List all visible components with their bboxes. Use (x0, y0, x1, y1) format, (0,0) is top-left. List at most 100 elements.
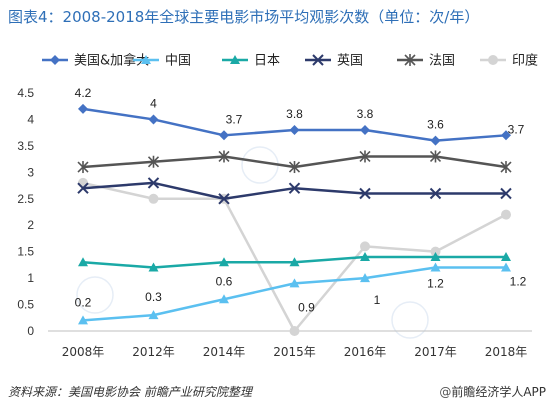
data-label: 0.6 (216, 274, 233, 288)
data-point (430, 262, 441, 272)
x-tick-label: 2016年 (344, 345, 387, 359)
marker-stroke (288, 182, 301, 194)
y-tick-label: 0 (27, 324, 34, 338)
data-label: 0.9 (298, 300, 315, 314)
series-2 (78, 262, 511, 325)
data-label: 3.7 (508, 122, 525, 136)
watermark (76, 146, 429, 339)
data-point (288, 182, 301, 194)
data-point (360, 273, 370, 283)
data-point (404, 54, 416, 66)
legend-item: 印度 (480, 53, 538, 69)
y-tick-label: 4.5 (17, 86, 34, 100)
data-point (218, 150, 230, 163)
data-point (288, 161, 301, 174)
data-label: 4 (150, 96, 157, 110)
marker-stroke (429, 187, 442, 200)
legend-item: 美国&加拿大 (42, 53, 149, 69)
data-point (147, 155, 160, 168)
data-label: 3.8 (357, 107, 374, 121)
x-tick-label: 2017年 (414, 345, 457, 359)
y-tick-label: 3 (27, 165, 34, 179)
data-label: 4.2 (75, 86, 92, 100)
data-point (429, 187, 442, 200)
x-tick-label: 2015年 (273, 345, 316, 359)
data-point (78, 257, 88, 267)
data-point (501, 209, 511, 220)
y-tick-label: 4 (27, 112, 34, 126)
y-tick-label: 1 (27, 271, 34, 285)
legend-label: 中国 (165, 54, 191, 69)
marker-stroke (147, 177, 160, 189)
marker-stroke (500, 187, 512, 200)
data-point (141, 55, 151, 64)
data-point (501, 130, 511, 141)
data-point (500, 187, 512, 200)
data-point (148, 310, 159, 320)
data-point (359, 150, 371, 163)
data-point (360, 241, 370, 252)
data-point (359, 187, 371, 200)
data-point (77, 182, 89, 194)
data-point (147, 177, 160, 189)
brand-name: 前瞻经济学人APP (451, 385, 546, 399)
chart-title: 图表4：2008-2018年全球主要电影市场平均观影次数（单位：次/年） (8, 8, 480, 26)
data-point (312, 54, 324, 66)
data-point (360, 125, 370, 136)
data-point (289, 257, 300, 267)
axes: 0 0.5 1 1.5 2 2.5 3 3.5 4 4.5 2008年 2012年 2014年 2015年… (17, 86, 532, 359)
data-point (488, 55, 498, 65)
x-tick-label: 2018年 (485, 345, 528, 359)
series-1 (78, 103, 511, 146)
data-point (219, 130, 229, 141)
data-label: 0.3 (145, 290, 162, 304)
data-point (219, 294, 229, 304)
y-tick-label: 2 (27, 218, 34, 232)
data-point (230, 55, 240, 64)
data-label: 1.2 (427, 277, 444, 291)
legend-label: 美国&加拿大 (74, 53, 149, 69)
data-point (289, 125, 300, 136)
data-point (430, 246, 441, 257)
legend: 美国&加拿大 中国 日本 英国 法国 印度 (42, 53, 538, 69)
data-label: 3.6 (427, 118, 444, 132)
data-point (219, 257, 229, 267)
brand-credit: @前瞻经济学人APP (439, 383, 546, 400)
x-tick-label: 2008年 (62, 345, 105, 359)
data-point (77, 161, 89, 174)
data-label: 0.2 (75, 295, 92, 309)
series-4 (77, 177, 512, 205)
series-layer (77, 103, 512, 336)
y-tick-label: 1.5 (17, 245, 34, 259)
legend-item: 日本 (222, 54, 280, 69)
data-point (430, 135, 441, 146)
data-point (429, 150, 442, 163)
data-label: 3.8 (286, 107, 303, 121)
legend-label: 法国 (429, 54, 455, 69)
data-point (501, 251, 511, 261)
series-3 (78, 251, 511, 272)
x-tick-label: 2012年 (132, 345, 175, 359)
data-point (218, 193, 230, 205)
x-tick-label: 2014年 (203, 345, 246, 359)
legend-item: 法国 (397, 54, 455, 69)
data-point (289, 278, 300, 288)
marker-stroke (359, 187, 371, 200)
data-point (148, 114, 159, 125)
at-icon: @ (439, 385, 452, 399)
data-point (78, 315, 88, 325)
legend-item: 中国 (133, 54, 191, 69)
marker-stroke (77, 182, 89, 194)
y-tick-label: 2.5 (17, 192, 34, 206)
legend-label: 印度 (512, 53, 538, 69)
marker-stroke (218, 193, 230, 205)
y-tick-label: 0.5 (17, 298, 34, 312)
data-label: 3.7 (226, 112, 243, 126)
data-point (50, 55, 60, 65)
data-labels: 4.2 4 3.7 3.8 3.8 3.6 3.7 0.2 0.3 0.6 0.9 1 1.2 1.2 (75, 86, 527, 315)
legend-item: 英国 (305, 54, 363, 69)
data-point (500, 161, 512, 174)
data-point (78, 103, 88, 114)
